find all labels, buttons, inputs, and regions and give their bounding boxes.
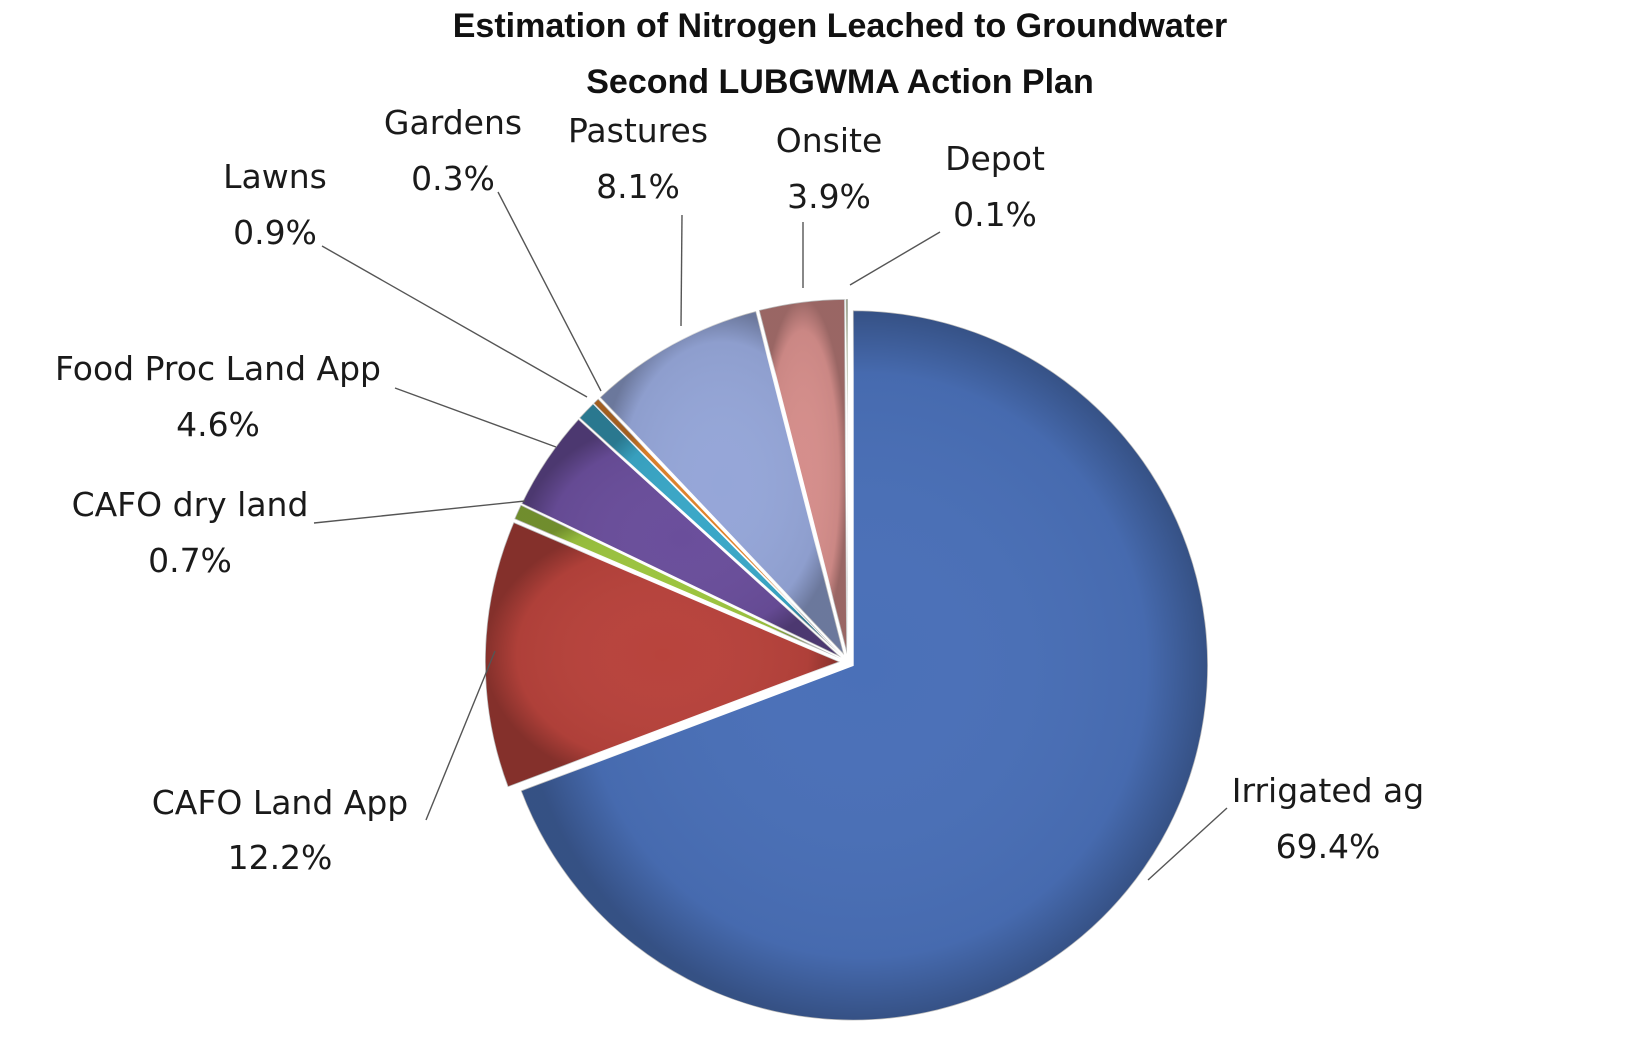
chart-title: Estimation of Nitrogen Leached to Ground… — [453, 7, 1228, 45]
slice-labels: Irrigated ag 69.4% CAFO Land App 12.2% CAFO … — [55, 103, 1424, 877]
leader-line — [497, 191, 602, 392]
chart-subtitle: Second LUBGWMA Action Plan — [586, 63, 1093, 101]
slice-value-label: 3.9% — [787, 177, 871, 216]
pie-slice-shading — [521, 418, 842, 658]
slice-name-label: Pastures — [568, 111, 708, 150]
leader-line — [849, 231, 941, 286]
slice-value-label: 12.2% — [228, 838, 333, 877]
pie-slices — [484, 298, 1209, 1022]
pie-slice-shading — [599, 311, 845, 655]
pie-slice-shading — [845, 299, 848, 655]
leader-lines — [313, 191, 1228, 881]
leader-line — [321, 245, 588, 398]
leader-line — [425, 650, 496, 821]
slice-name-label: Lawns — [223, 157, 327, 196]
slice-value-label: 0.7% — [148, 541, 232, 580]
slice-name-label: Gardens — [384, 103, 522, 142]
slice-value-label: 0.9% — [233, 213, 317, 252]
pie-slice-shading — [520, 310, 1208, 1021]
pie-slice-shading — [514, 504, 841, 659]
slice-value-label: 8.1% — [596, 167, 680, 206]
leader-line — [680, 214, 683, 327]
pie-slice-shading — [485, 522, 841, 788]
slice-name-label: CAFO dry land — [72, 485, 309, 524]
slice-name-label: Food Proc Land App — [55, 349, 381, 388]
slice-value-label: 4.6% — [176, 405, 260, 444]
leader-line — [1147, 807, 1228, 881]
slice-name-label: Onsite — [776, 121, 883, 160]
slice-name-label: CAFO Land App — [152, 783, 409, 822]
slice-name-label: Depot — [945, 139, 1045, 178]
slice-value-label: 69.4% — [1276, 827, 1381, 866]
pie-slice-shading — [593, 398, 843, 657]
leader-line — [394, 387, 557, 448]
pie-slice-shading — [579, 403, 843, 657]
pie-slice-shading — [758, 299, 847, 655]
slice-name-label: Irrigated ag — [1232, 771, 1424, 810]
slice-value-label: 0.3% — [411, 159, 495, 198]
leader-line — [313, 500, 526, 524]
slice-value-label: 0.1% — [953, 195, 1037, 234]
